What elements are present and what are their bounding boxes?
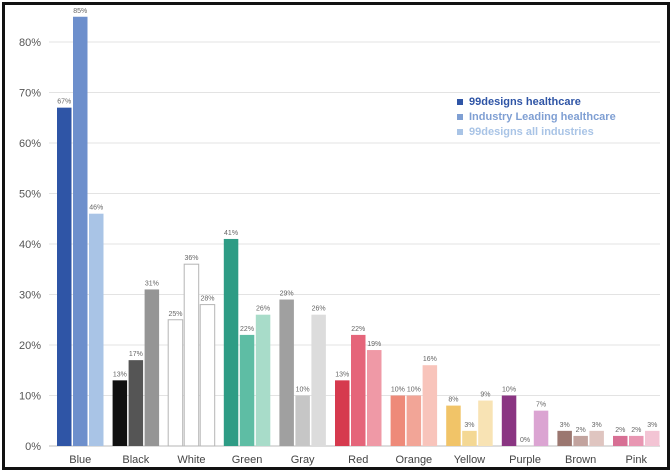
y-tick-label: 70% [19, 88, 41, 100]
bar-value-label: 85% [73, 8, 87, 15]
bar-value-label: 36% [184, 255, 198, 262]
y-tick-label: 80% [19, 37, 41, 49]
bar-value-label: 22% [240, 326, 254, 333]
x-category-label: White [177, 454, 205, 466]
bar [446, 405, 461, 446]
x-category-label: Black [122, 454, 149, 466]
bar-value-label: 0% [520, 437, 530, 444]
bar [557, 430, 572, 446]
bar-value-label: 2% [576, 427, 586, 434]
bar-value-label: 10% [391, 387, 405, 394]
bar-value-label: 25% [168, 311, 182, 318]
bar [128, 360, 144, 446]
bar-value-label: 10% [296, 387, 310, 394]
bar [223, 238, 239, 446]
bar [478, 400, 493, 446]
bar-value-label: 7% [536, 402, 546, 409]
bar [589, 430, 604, 446]
x-category-label: Brown [565, 454, 596, 466]
bar [57, 107, 72, 447]
bar-value-label: 10% [502, 387, 516, 394]
bar [629, 435, 644, 446]
bar [279, 299, 294, 446]
bar [73, 16, 88, 446]
y-tick-label: 10% [19, 391, 41, 403]
bar [183, 263, 200, 447]
bar-value-label: 29% [280, 291, 294, 298]
bar [533, 410, 549, 446]
x-category-label: Yellow [454, 454, 485, 466]
legend-swatch [457, 114, 463, 120]
y-tick-label: 30% [19, 290, 41, 302]
bar-value-label: 3% [592, 422, 602, 429]
x-category-label: Purple [509, 454, 541, 466]
x-category-label: Pink [626, 454, 648, 466]
bar-value-label: 17% [129, 351, 143, 358]
bar [239, 334, 255, 446]
bar [390, 395, 406, 446]
bar [462, 430, 477, 446]
bar [351, 334, 366, 446]
bar-value-label: 67% [57, 99, 71, 106]
bar [406, 395, 422, 446]
bar [199, 304, 216, 447]
bar-value-label: 9% [480, 392, 490, 399]
bar-value-label: 3% [560, 422, 570, 429]
bar-value-label: 13% [335, 371, 349, 378]
y-tick-label: 60% [19, 138, 41, 150]
bar [144, 289, 160, 446]
bar [311, 314, 326, 446]
y-tick-label: 50% [19, 189, 41, 201]
bar-value-label: 28% [200, 296, 214, 303]
bar [501, 395, 517, 446]
bar-value-label: 2% [615, 427, 625, 434]
legend-label: 99designs healthcare [469, 96, 581, 108]
bar [112, 380, 128, 446]
bar-chart: 0% 10% 20% 30% 40% 50% 60% 70% 80% 67% 85% 46% Blue 1… [19, 8, 660, 466]
bar-value-label: 26% [312, 306, 326, 313]
y-tick-label: 20% [19, 340, 41, 352]
bar-value-label: 13% [113, 371, 127, 378]
x-category-label: Red [348, 454, 368, 466]
bar [255, 314, 271, 446]
bar [367, 350, 382, 446]
bar [335, 380, 350, 446]
x-category-label: Orange [395, 454, 432, 466]
legend-swatch [457, 129, 463, 135]
bar-value-label: 3% [464, 422, 474, 429]
x-category-label: Green [232, 454, 263, 466]
y-tick-label: 40% [19, 239, 41, 251]
bar [573, 435, 588, 446]
bar [167, 319, 184, 447]
bar-value-label: 8% [448, 397, 458, 404]
bar [613, 435, 628, 446]
bar [295, 395, 310, 446]
legend-label: Industry Leading healthcare [469, 111, 616, 123]
bar [422, 365, 438, 446]
bar-value-label: 41% [224, 230, 238, 237]
bar-value-label: 31% [145, 280, 159, 287]
bar-value-label: 3% [647, 422, 657, 429]
bar-value-label: 46% [89, 205, 103, 212]
x-category-label: Blue [69, 454, 91, 466]
legend-label: 99designs all industries [469, 126, 594, 138]
y-tick-label: 0% [25, 441, 41, 453]
bar-value-label: 19% [367, 341, 381, 348]
bar [89, 213, 104, 446]
bar-value-label: 16% [423, 356, 437, 363]
bar-value-label: 26% [256, 306, 270, 313]
bar-value-label: 2% [631, 427, 641, 434]
bar-value-label: 10% [407, 387, 421, 394]
bar-value-label: 22% [351, 326, 365, 333]
bar [645, 430, 660, 446]
legend-swatch [457, 99, 463, 105]
x-category-label: Gray [291, 454, 315, 466]
